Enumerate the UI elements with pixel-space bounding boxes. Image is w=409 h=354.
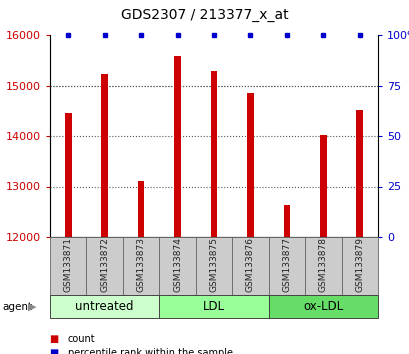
Text: ▶: ▶ xyxy=(28,302,36,312)
Bar xyxy=(283,205,290,237)
Bar xyxy=(65,113,71,237)
Bar xyxy=(86,237,123,295)
Bar xyxy=(101,74,108,237)
Bar xyxy=(247,93,253,237)
Text: GSM133875: GSM133875 xyxy=(209,237,218,292)
Bar xyxy=(304,237,341,295)
Text: GSM133874: GSM133874 xyxy=(173,238,182,292)
Bar xyxy=(50,237,86,295)
Bar xyxy=(268,295,377,318)
Text: GSM133879: GSM133879 xyxy=(355,237,363,292)
Bar xyxy=(50,295,159,318)
Text: GSM133877: GSM133877 xyxy=(282,237,291,292)
Text: count: count xyxy=(68,334,95,344)
Text: GSM133871: GSM133871 xyxy=(63,237,72,292)
Text: untreated: untreated xyxy=(75,300,134,313)
Text: percentile rank within the sample: percentile rank within the sample xyxy=(68,348,232,354)
Text: agent: agent xyxy=(2,302,32,312)
Text: ox-LDL: ox-LDL xyxy=(303,300,343,313)
Text: GDS2307 / 213377_x_at: GDS2307 / 213377_x_at xyxy=(121,8,288,22)
Bar xyxy=(319,135,326,237)
Bar xyxy=(174,56,180,237)
Bar xyxy=(159,295,268,318)
Text: GSM133878: GSM133878 xyxy=(318,237,327,292)
Bar xyxy=(196,237,231,295)
Bar xyxy=(268,237,304,295)
Bar xyxy=(231,237,268,295)
Text: ■: ■ xyxy=(50,348,62,354)
Text: LDL: LDL xyxy=(202,300,225,313)
Text: GSM133872: GSM133872 xyxy=(100,238,109,292)
Bar xyxy=(159,237,196,295)
Text: GSM133876: GSM133876 xyxy=(245,237,254,292)
Bar xyxy=(210,72,217,237)
Bar xyxy=(341,237,377,295)
Text: GSM133873: GSM133873 xyxy=(136,237,145,292)
Bar xyxy=(137,181,144,237)
Text: ■: ■ xyxy=(50,334,62,344)
Bar xyxy=(356,110,362,237)
Bar xyxy=(123,237,159,295)
